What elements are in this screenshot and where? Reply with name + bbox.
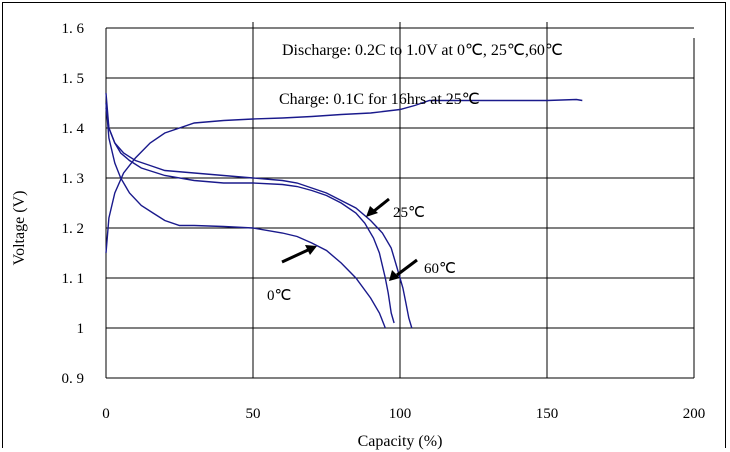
y-axis-label: Voltage (V) <box>11 191 28 266</box>
curve-label-0c: 0℃ <box>267 288 291 304</box>
y-tick-label: 1. 6 <box>62 21 85 37</box>
y-tick-label: 1. 4 <box>62 121 85 137</box>
curves <box>105 92 583 329</box>
curve-label-60c: 60℃ <box>424 261 456 277</box>
y-tick-label: 0. 9 <box>62 371 85 387</box>
x-tick-label: 100 <box>389 406 412 422</box>
x-tick-label: 150 <box>536 406 559 422</box>
series-line <box>105 92 395 324</box>
x-tick-label: 0 <box>102 406 110 422</box>
annotation-discharge: Discharge: 0.2C to 1.0V at 0℃, 25℃,60℃ <box>282 42 563 59</box>
curve-label-25c: 25℃ <box>393 205 425 221</box>
series-line <box>105 107 413 329</box>
y-tick-label: 1. 5 <box>62 71 85 87</box>
arrow-25c <box>366 197 390 217</box>
annotation-charge: Charge: 0.1C for 16hrs at 25℃ <box>279 91 480 108</box>
grid <box>105 22 695 379</box>
y-tick-label: 1. 1 <box>62 271 85 287</box>
x-tick-label: 50 <box>246 406 261 422</box>
y-tick-label: 1. 2 <box>62 221 85 237</box>
series-line <box>105 102 386 329</box>
y-tick-label: 1. 3 <box>62 171 85 187</box>
chart-frame <box>2 2 726 448</box>
x-tick-label: 200 <box>683 406 706 422</box>
x-axis-label: Capacity (%) <box>358 433 443 450</box>
arrow-0c <box>281 245 317 264</box>
arrow-60c <box>389 258 418 281</box>
tick-labels: 0. 9 1 1. 1 1. 2 1. 3 1. 4 1. 5 1. 6 0 50 100 150 20… <box>62 21 706 422</box>
y-tick-label: 1 <box>77 321 85 337</box>
series-line <box>105 98 583 254</box>
